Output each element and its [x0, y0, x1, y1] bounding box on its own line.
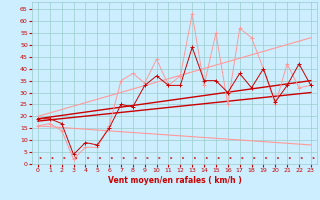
X-axis label: Vent moyen/en rafales ( km/h ): Vent moyen/en rafales ( km/h ) [108, 176, 241, 185]
